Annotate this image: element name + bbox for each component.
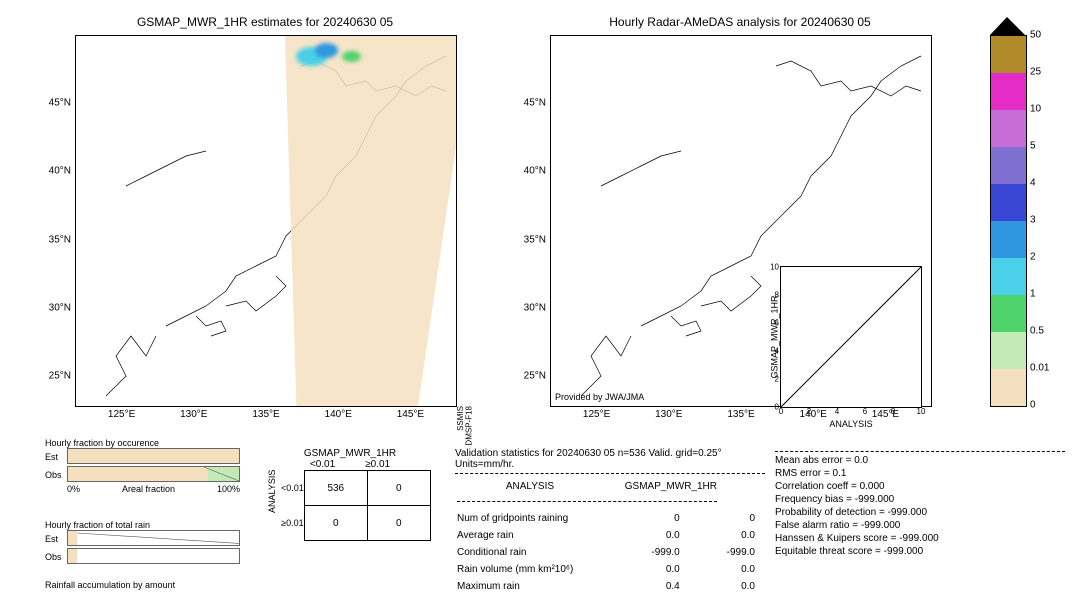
colorbar-tick: 4 [1030,178,1036,189]
left-map-panel: DMSP-F18 SSMIS 45°N40°N35°N30°N25°N125°E… [75,35,457,407]
totalrain-panel: Hourly fraction of total rain Est Obs [45,520,240,566]
stats-row: Hanssen & Kuipers score = -999.000 [775,533,1065,544]
occurrence-xlab: Areal fraction [122,484,175,494]
ct-cell-11: 0 [367,506,430,541]
colorbar-overflow-icon [990,17,1025,35]
colorbar-tick: 50 [1030,30,1041,41]
sat-label-1: DMSP-F18 [465,406,474,446]
ytick: 40°N [49,166,76,177]
colorbar-tick: 2 [1030,252,1036,263]
xtick: 125°E [108,406,135,420]
colorbar-tick: 0.01 [1030,363,1049,374]
xtick: 140°E [325,406,352,420]
ytick: 30°N [49,302,76,313]
stats-row: Equitable threat score = -999.000 [775,546,1065,557]
ct-row1: <0.01 [281,483,304,493]
tr-obs-bar [68,549,77,563]
colorbar-tick: 25 [1030,67,1041,78]
xtick: 135°E [727,406,754,420]
ct-cell-00: 536 [304,471,367,506]
ct-cell-10: 0 [304,506,367,541]
ytick: 45°N [524,97,551,108]
totalrain-obs: Obs [45,552,67,562]
ct-col2: ≥0.01 [365,459,390,470]
ytick: 40°N [524,166,551,177]
ytick: 35°N [49,234,76,245]
ytick: 30°N [524,302,551,313]
ct-rowlabel: ANALYSIS [267,499,277,513]
stats-row: False alarm ratio = -999.000 [775,520,1065,531]
est-bar [68,449,239,463]
contingency-panel: GSMAP_MWR_1HR <0.01 ≥0.01 ANALYSIS <0.01… [265,448,435,541]
contingency-table: 5360 00 [304,470,431,541]
est-label: Est [45,452,67,462]
val-col1: ANALYSIS [472,479,562,494]
xtick: 125°E [583,406,610,420]
provided-by: Provided by JWA/JMA [555,392,644,402]
colorbar: 502510543210.50.010 [990,35,1025,405]
ytick: 25°N [49,371,76,382]
xtick: 135°E [252,406,279,420]
right-panel-title: Hourly Radar-AMeDAS analysis for 2024063… [550,15,930,29]
inset-xlabel: ANALYSIS [781,407,921,429]
ytick: 45°N [49,97,76,108]
validation-panel: Validation statistics for 20240630 05 n=… [455,448,765,596]
occurrence-x0: 0% [67,484,80,494]
ct-col1: <0.01 [310,459,335,470]
colorbar-tick: 0 [1030,400,1036,411]
rainfall-acc-title: Rainfall accumulation by amount [45,580,175,590]
colorbar-tick: 5 [1030,141,1036,152]
ct-row2: ≥0.01 [281,518,304,528]
obs-bar [68,467,208,481]
totalrain-est: Est [45,534,67,544]
left-panel-title: GSMAP_MWR_1HR estimates for 20240630 05 [75,15,455,29]
colorbar-tick: 3 [1030,215,1036,226]
stats-row: Correlation coeff = 0.000 [775,481,1065,492]
occurrence-panel: Hourly fraction by occurence Est Obs 0% … [45,438,240,518]
xtick: 130°E [655,406,682,420]
sat-label-2: SSMIS [456,406,465,431]
occurrence-x1: 100% [217,484,240,494]
ct-cell-01: 0 [367,471,430,506]
colorbar-tick: 0.5 [1030,326,1044,337]
stats-row: Probability of detection = -999.000 [775,507,1065,518]
contingency-header: GSMAP_MWR_1HR [265,448,435,459]
stats-row: Mean abs error = 0.0 [775,455,1065,466]
colorbar-tick: 10 [1030,104,1041,115]
obs-label: Obs [45,470,67,480]
ytick: 25°N [524,371,551,382]
occurrence-title: Hourly fraction by occurence [45,438,240,448]
val-col2: GSMAP_MWR_1HR [564,479,725,494]
inset-ylabel: GSMAP_MWR_1HR [770,295,780,378]
stats-row: Frequency bias = -999.000 [775,494,1065,505]
colorbar-tick: 1 [1030,289,1036,300]
inset-scatter: 0246810 0246810 ANALYSIS GSMAP_MWR_1HR [780,266,922,408]
ytick: 35°N [524,234,551,245]
xtick: 130°E [180,406,207,420]
tr-est-bar [68,531,77,545]
stats-row: RMS error = 0.1 [775,468,1065,479]
validation-title: Validation statistics for 20240630 05 n=… [455,448,765,470]
totalrain-title: Hourly fraction of total rain [45,520,240,530]
xtick: 145°E [397,406,424,420]
stats-panel: Mean abs error = 0.0 RMS error = 0.1 Corre… [775,448,1065,559]
